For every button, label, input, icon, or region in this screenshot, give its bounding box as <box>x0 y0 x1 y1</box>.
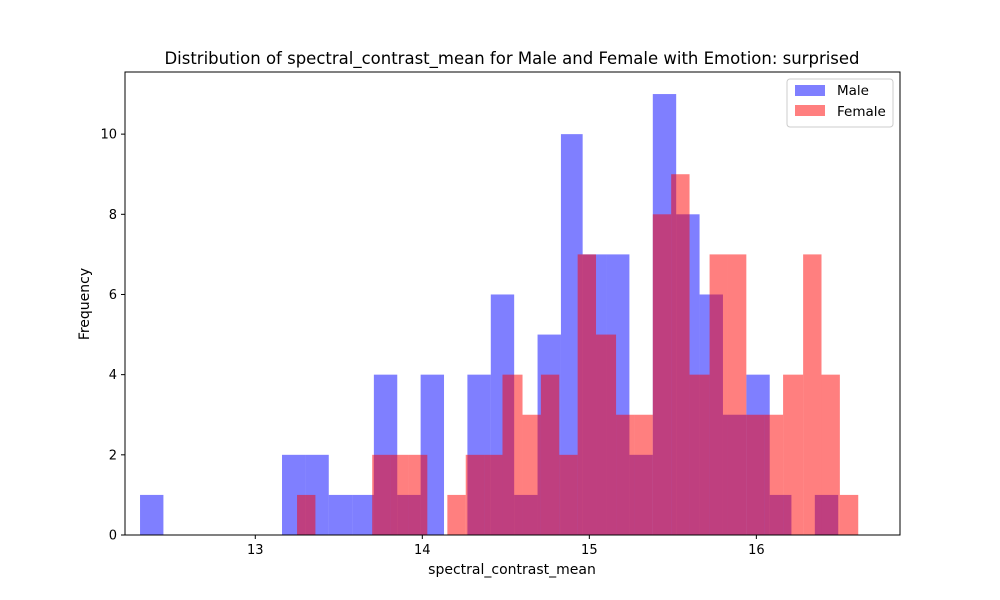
female-bar-6 <box>484 454 503 535</box>
y-axis: 0 2 4 6 8 10 <box>100 128 125 544</box>
female-bar-15 <box>652 214 672 535</box>
female-bar-11 <box>577 254 597 536</box>
female-bar-17 <box>689 374 710 535</box>
plot-frame <box>124 71 901 536</box>
male-bar-3 <box>328 494 353 535</box>
legend-label-female: Female <box>837 104 886 120</box>
female-bar-13 <box>616 414 635 535</box>
female-bar-16 <box>671 174 690 536</box>
x-tick-label-16: 16 <box>748 543 765 558</box>
female-bar-23 <box>803 254 822 536</box>
y-tick-label-2: 2 <box>109 448 117 463</box>
y-tick-label-6: 6 <box>109 288 117 303</box>
female-bar-25 <box>839 494 859 535</box>
female-bar-20 <box>746 414 765 535</box>
y-tick-label-10: 10 <box>100 128 117 143</box>
y-axis-label: Frequency <box>77 268 93 340</box>
x-axis: 13 14 15 16 <box>247 535 765 558</box>
female-bar-8 <box>522 414 541 535</box>
male-bar-4 <box>352 494 374 535</box>
female-bar-19 <box>727 254 747 536</box>
female-bar-4 <box>447 494 466 535</box>
x-tick-label-14: 14 <box>414 543 431 558</box>
series-female <box>297 174 859 536</box>
y-tick-label-4: 4 <box>109 368 117 383</box>
female-bar-14 <box>634 414 653 535</box>
legend-swatch-female <box>795 105 825 116</box>
male-bar-0 <box>140 494 164 535</box>
bars-layer <box>140 94 859 536</box>
x-tick-label-15: 15 <box>581 543 598 558</box>
female-bar-21 <box>764 414 784 535</box>
female-bar-1 <box>372 454 391 535</box>
legend-label-male: Male <box>837 83 869 99</box>
y-tick-label-0: 0 <box>109 529 117 544</box>
female-bar-3 <box>408 454 428 535</box>
female-bar-12 <box>596 334 617 535</box>
legend-swatch-male <box>795 85 825 96</box>
male-bar-12 <box>560 134 583 535</box>
female-bar-10 <box>559 454 578 535</box>
female-bar-0 <box>297 494 316 535</box>
female-bar-2 <box>390 454 409 535</box>
chart-title: Distribution of spectral_contrast_mean f… <box>164 49 859 69</box>
female-bar-9 <box>540 374 560 535</box>
x-tick-label-13: 13 <box>247 543 264 558</box>
legend: Male Female <box>786 78 894 128</box>
female-bar-22 <box>783 374 804 535</box>
female-bar-5 <box>465 454 485 535</box>
female-bar-18 <box>709 254 728 536</box>
female-bar-7 <box>502 374 523 535</box>
female-bar-24 <box>821 374 840 535</box>
y-tick-label-8: 8 <box>109 208 117 223</box>
x-axis-label: spectral_contrast_mean <box>428 562 596 578</box>
